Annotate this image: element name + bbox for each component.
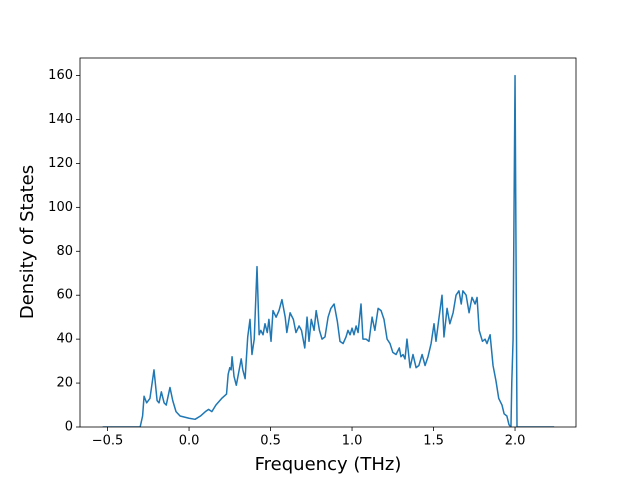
y-tick-label: 80 bbox=[56, 244, 73, 259]
data-line bbox=[102, 74, 555, 427]
y-tick-label: 40 bbox=[56, 332, 73, 347]
y-tick-label: 120 bbox=[48, 156, 73, 171]
x-tick-label: 1.5 bbox=[423, 434, 444, 449]
plot-frame bbox=[79, 57, 577, 428]
y-axis-label: Density of States bbox=[17, 165, 38, 319]
y-tick-label: 160 bbox=[48, 68, 73, 83]
y-tick-label: 100 bbox=[48, 200, 73, 215]
y-tick-label: 20 bbox=[56, 376, 73, 391]
x-tick-label: 0.5 bbox=[260, 434, 281, 449]
x-tick-label: −0.5 bbox=[92, 434, 124, 449]
y-tick-label: 140 bbox=[48, 112, 73, 127]
y-tick-label: 60 bbox=[56, 288, 73, 303]
x-tick-label: 1.0 bbox=[342, 434, 363, 449]
y-tick-label: 0 bbox=[65, 420, 73, 435]
x-axis-label: Frequency (THz) bbox=[255, 454, 402, 475]
x-tick-label: 2.0 bbox=[505, 434, 526, 449]
x-tick-label: 0.0 bbox=[179, 434, 200, 449]
